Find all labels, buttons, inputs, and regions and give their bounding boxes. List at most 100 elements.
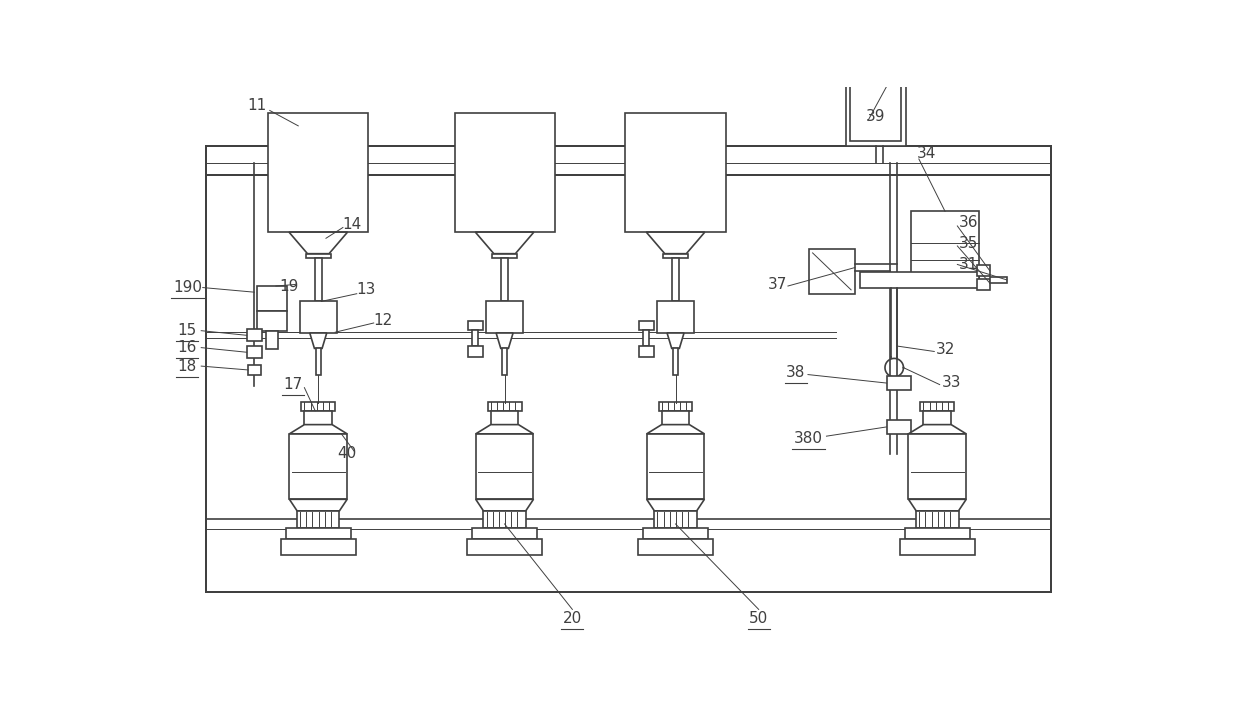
Text: 37: 37 [769,277,787,292]
Text: 190: 190 [172,280,202,295]
Polygon shape [310,333,326,349]
Bar [306,253,331,258]
Polygon shape [289,499,347,511]
Polygon shape [885,358,904,377]
Bar [846,78,905,146]
Bar [476,434,533,499]
Bar [644,330,650,346]
Bar [472,330,479,346]
Bar [909,434,966,499]
Text: 39: 39 [866,109,885,124]
Bar [905,528,970,539]
Bar [899,539,975,555]
Polygon shape [909,499,966,511]
Bar [487,402,522,411]
Text: 13: 13 [356,282,376,297]
Bar [662,411,689,424]
Bar [289,434,347,499]
Text: 31: 31 [959,257,978,272]
Bar [206,146,1052,593]
Text: 12: 12 [373,313,393,328]
Bar [924,411,951,424]
Bar [267,331,278,349]
Text: 34: 34 [916,146,936,161]
Text: 33: 33 [941,375,961,389]
Bar [300,301,337,333]
Bar [315,258,321,301]
Bar [467,539,542,555]
Bar [673,349,678,376]
Polygon shape [647,424,704,434]
Bar [977,265,990,276]
Bar [990,277,1007,283]
Bar [861,272,978,288]
Bar [472,528,537,539]
Bar [916,511,959,528]
Text: 14: 14 [342,217,362,232]
Text: 40: 40 [337,446,356,462]
Text: 16: 16 [177,340,197,355]
Polygon shape [476,499,533,511]
Bar [491,411,518,424]
Bar [911,211,978,282]
Bar [655,511,697,528]
Bar [484,511,526,528]
Polygon shape [289,232,347,253]
Text: 32: 32 [935,341,955,357]
Text: 17: 17 [283,377,303,392]
Bar [304,411,332,424]
Bar [658,402,692,411]
Bar [637,539,713,555]
Polygon shape [475,232,534,253]
Polygon shape [646,232,704,253]
Bar [268,113,368,232]
Text: 38: 38 [786,365,805,380]
Bar [625,113,725,232]
Bar [298,511,340,528]
Text: 15: 15 [177,323,197,339]
Polygon shape [496,333,513,349]
Text: 19: 19 [279,279,299,293]
Bar [492,253,517,258]
Text: 50: 50 [749,612,769,626]
Bar [887,420,911,434]
Bar [639,346,653,357]
Bar [657,301,694,333]
Polygon shape [647,499,704,511]
Bar [486,301,523,333]
Bar [502,349,507,376]
Bar [639,320,653,330]
Text: 36: 36 [959,215,978,230]
Polygon shape [909,424,966,434]
Text: 18: 18 [177,359,197,373]
Bar [920,402,955,411]
Bar [280,539,356,555]
Text: 35: 35 [959,236,978,251]
Bar [642,528,708,539]
Bar [301,402,335,411]
Bar [467,346,484,357]
Bar [248,365,260,375]
Bar [247,346,262,358]
Bar [467,320,484,330]
Text: 380: 380 [795,431,823,446]
Polygon shape [667,333,684,349]
Bar [851,86,901,141]
Polygon shape [476,424,533,434]
Bar [258,311,286,331]
Bar [501,258,508,301]
Bar [647,434,704,499]
Polygon shape [289,424,347,434]
Bar [315,349,321,376]
Bar [285,528,351,539]
Text: 20: 20 [563,612,582,626]
Bar [206,146,1052,175]
Bar [808,249,854,293]
Text: 11: 11 [247,98,267,113]
Bar [977,279,990,290]
Bar [247,329,262,341]
Bar [672,258,680,301]
Bar [663,253,688,258]
Bar [455,113,554,232]
Bar [887,376,911,390]
